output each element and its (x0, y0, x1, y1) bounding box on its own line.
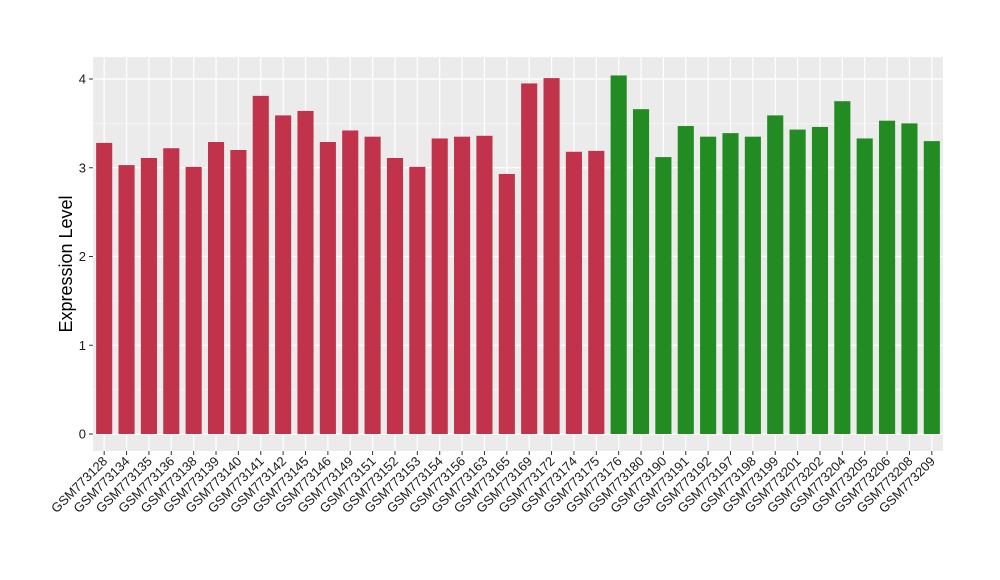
y-tick-label: 4 (79, 72, 86, 87)
bar-gsm773191 (677, 126, 694, 434)
bar-gsm773169 (521, 83, 538, 434)
y-axis-title: Expression Level (56, 195, 76, 332)
bar-gsm773180 (632, 109, 650, 435)
axis-layer: 01234GSM773128GSM773134GSM773135GSM77313… (48, 72, 938, 516)
bar-gsm773192 (700, 136, 717, 434)
bar-layer (96, 75, 940, 435)
bar-gsm773198 (744, 136, 761, 434)
bar-gsm773136 (163, 148, 180, 434)
bar-gsm773197 (722, 133, 739, 434)
bar-gsm773163 (476, 135, 493, 435)
bar-gsm773202 (811, 126, 829, 435)
bar-gsm773141 (252, 95, 269, 435)
y-tick-label: 2 (79, 249, 86, 264)
y-tick-label: 3 (79, 160, 86, 175)
y-tick-label: 1 (79, 338, 86, 353)
bar-gsm773175 (588, 150, 605, 434)
bar-gsm773172 (543, 78, 560, 435)
bar-gsm773149 (342, 130, 359, 434)
bar-gsm773204 (834, 101, 851, 434)
bar-gsm773205 (856, 138, 873, 434)
bar-gsm773176 (610, 75, 627, 434)
bar-gsm773209 (923, 141, 940, 434)
bar-gsm773151 (364, 136, 381, 434)
bar-gsm773145 (297, 110, 314, 434)
bar-gsm773174 (565, 151, 582, 434)
bar-gsm773156 (454, 136, 471, 434)
bar-gsm773154 (431, 138, 448, 434)
bar-gsm773199 (767, 115, 784, 434)
y-tick-label: 0 (79, 427, 86, 442)
bar-gsm773134 (118, 165, 135, 434)
bar-gsm773206 (879, 120, 896, 435)
bar-gsm773153 (409, 166, 426, 435)
bar-gsm773201 (789, 129, 806, 434)
bar-gsm773208 (901, 123, 918, 434)
bar-gsm773146 (319, 142, 336, 434)
bar-gsm773138 (185, 166, 202, 435)
bar-gsm773135 (140, 157, 157, 435)
bar-gsm773139 (207, 142, 225, 434)
bar-gsm773128 (96, 142, 113, 434)
bar-gsm773165 (498, 173, 515, 434)
bar-gsm773152 (386, 157, 404, 435)
bar-gsm773190 (655, 157, 672, 434)
bar-gsm773140 (230, 150, 247, 434)
bar-gsm773142 (275, 115, 292, 434)
